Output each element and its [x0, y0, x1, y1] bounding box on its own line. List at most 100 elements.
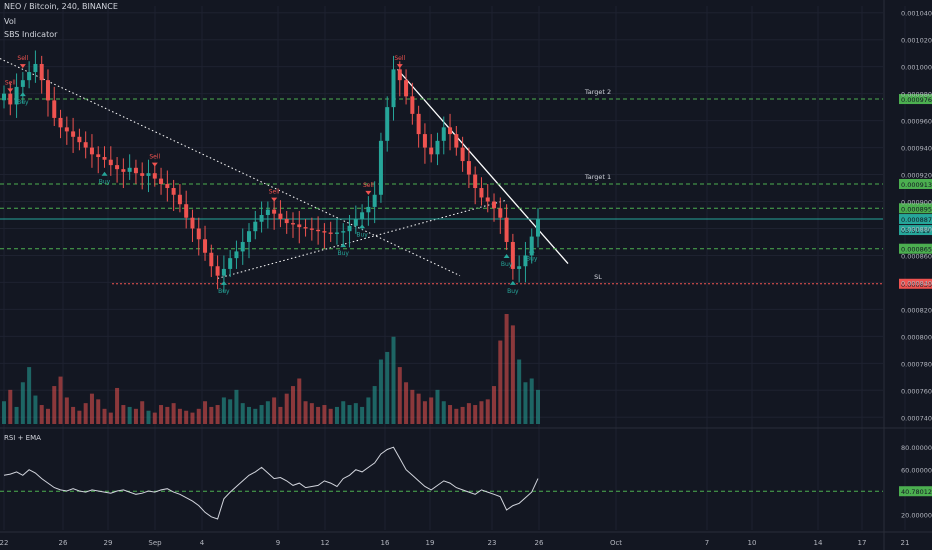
volume-bar: [303, 401, 308, 424]
candle-body: [353, 219, 358, 226]
candle-body: [190, 217, 195, 229]
candle-body: [397, 69, 402, 81]
countdown-text: 03:51:19: [901, 227, 930, 235]
candle-body: [341, 231, 346, 233]
candle-body: [416, 113, 421, 135]
price-level-tag-text: 0.000976: [901, 96, 932, 104]
candle-body: [102, 157, 107, 160]
volume-bars: [2, 314, 540, 424]
candle-body: [83, 142, 88, 148]
x-tick-label: 19: [426, 539, 435, 547]
volume-bar: [52, 386, 57, 424]
price-tick-label: 0.000740: [901, 414, 932, 422]
candle-body: [89, 147, 94, 155]
x-tick-label: 10: [748, 539, 757, 547]
volume-bar: [536, 389, 540, 424]
volume-bar: [297, 378, 302, 424]
volume-bar: [272, 397, 277, 424]
candle-body: [2, 93, 6, 101]
candle-body: [510, 241, 515, 269]
volume-bar: [479, 401, 484, 424]
sell-signal-label: Sell: [394, 55, 405, 62]
candle-body: [184, 204, 189, 218]
x-tick-label: Oct: [610, 539, 622, 547]
candle-body: [121, 169, 126, 172]
price-level-tag: [899, 178, 932, 189]
rsi-title: RSI + EMA: [4, 434, 41, 442]
buy-signal-label: Buy: [526, 256, 538, 263]
price-levels[interactable]: Target 2 0.000976 Target 1 0.000913 0.000895…: [0, 88, 932, 289]
x-tick-label: 23: [488, 539, 497, 547]
candle-body: [492, 201, 497, 209]
candle-body: [303, 227, 308, 229]
candle-body: [372, 194, 377, 207]
volume-bar: [278, 406, 283, 424]
candle-body: [196, 228, 201, 240]
volume-bar: [353, 403, 358, 424]
candle-body: [152, 173, 157, 179]
volume-bar: [504, 314, 509, 424]
volume-bar: [121, 405, 126, 424]
descending-trendline-dotted: [0, 58, 461, 277]
sell-arrow-icon: [151, 162, 158, 167]
candle-body: [454, 134, 459, 148]
buy-signal-label: Buy: [218, 288, 230, 295]
rsi-pane: RSI + EMA 40.780126: [0, 434, 932, 520]
buy-signal-label: Buy: [338, 250, 350, 257]
volume-bar: [360, 406, 365, 424]
price-tick-label: 0.001020: [901, 37, 932, 45]
volume-bar: [247, 406, 252, 424]
candlesticks: [2, 50, 540, 292]
price-level-label: SL: [594, 273, 602, 281]
buy-arrow-icon: [503, 253, 510, 258]
volume-bar: [133, 408, 138, 424]
volume-bar: [196, 408, 201, 424]
volume-bar: [215, 405, 220, 424]
volume-bar: [341, 401, 346, 424]
buy-arrow-icon: [340, 243, 347, 248]
price-level-tag: [899, 203, 932, 214]
volume-bar: [253, 408, 258, 424]
candle-body: [177, 194, 182, 205]
buy-arrow-icon: [509, 280, 516, 285]
candle-body: [536, 219, 540, 237]
volume-bar: [410, 389, 415, 424]
volume-bar: [240, 403, 245, 424]
candle-body: [14, 86, 19, 105]
price-level-tag: [899, 243, 932, 254]
candle-body: [366, 206, 371, 213]
volume-bar: [89, 393, 94, 424]
candle-body: [77, 136, 82, 143]
volume-bar: [45, 408, 50, 424]
candle-body: [316, 229, 321, 232]
price-tick-label: 0.000840: [901, 279, 932, 287]
candle-body: [347, 225, 352, 232]
buy-arrow-icon: [101, 171, 108, 176]
candle-body: [272, 209, 277, 214]
buy-signal-label: Buy: [501, 261, 513, 268]
indicator-label: SBS Indicator: [4, 30, 58, 39]
x-tick-label: 12: [321, 539, 330, 547]
volume-bar: [77, 410, 82, 424]
x-tick-label: Sep: [148, 539, 162, 547]
volume-bar: [165, 406, 170, 424]
candle-body: [265, 209, 270, 215]
sell-arrow-icon: [7, 88, 14, 93]
volume-bar: [8, 389, 13, 424]
volume-bar: [190, 412, 195, 424]
volume-bar: [127, 406, 132, 424]
buy-arrow-icon: [528, 248, 535, 253]
price-level-label: Target 2: [584, 88, 611, 96]
candle-body: [108, 159, 113, 166]
price-tick-label: 0.000780: [901, 360, 932, 368]
volume-bar: [228, 399, 233, 424]
candle-body: [309, 228, 314, 230]
candle-body: [360, 212, 365, 220]
candle-body: [27, 72, 32, 81]
sell-signal-label: Sell: [269, 189, 280, 196]
candle-body: [240, 241, 245, 252]
price-tick-label: 0.000760: [901, 387, 932, 395]
volume-bar: [259, 405, 264, 424]
ascending-trendline-dotted: [217, 199, 507, 279]
